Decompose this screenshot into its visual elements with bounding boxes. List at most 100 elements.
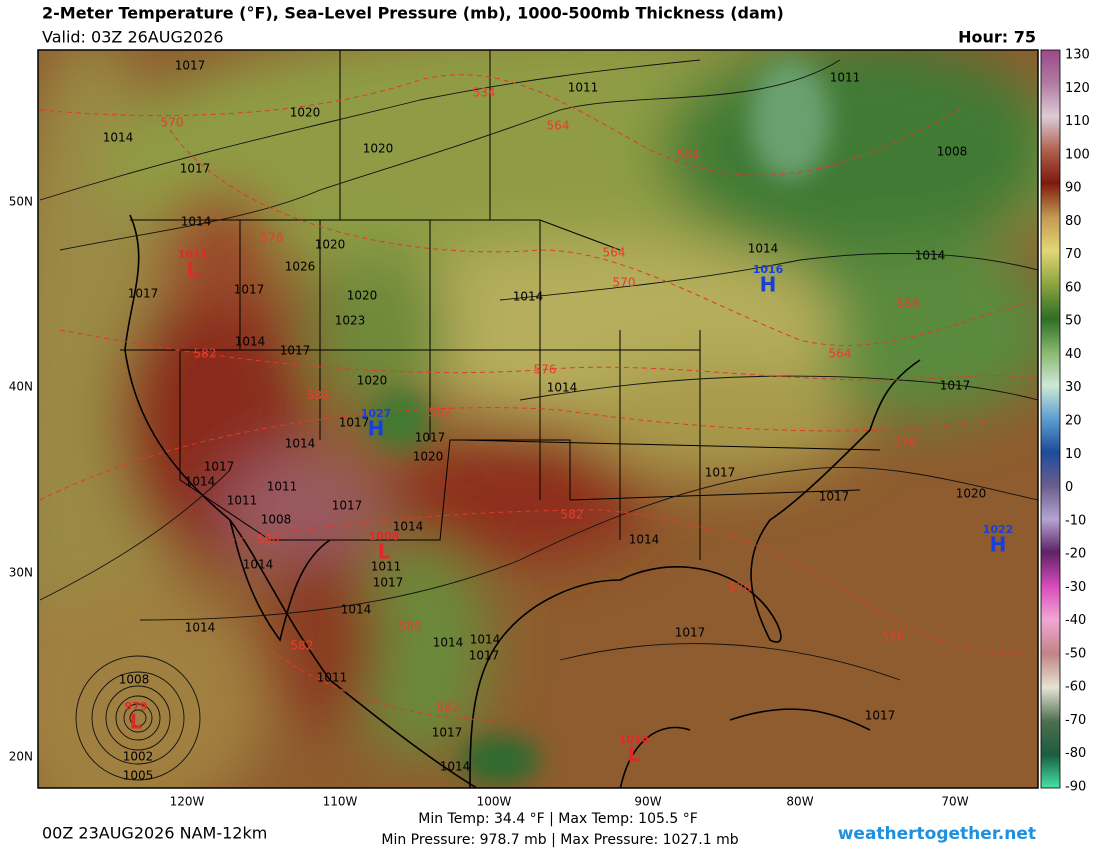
colorbar-tick-label: -50 [1065,646,1086,661]
isobar-label: 1017 [234,283,265,297]
lon-label: 110W [323,795,358,809]
lon-label: 90W [634,795,661,809]
lat-label: 20N [9,750,33,764]
isobar-label: 1017 [675,626,706,640]
isobar-label: 1014 [748,242,779,256]
isobar-label: 1014 [440,760,471,774]
isobar-label: 1017 [180,162,211,176]
isobar-label: 1014 [185,475,216,489]
colorbar-ticks: 1301201101009080706050403020100-10-20-30… [1065,48,1090,795]
isobar-label: 1014 [513,290,544,304]
colorbar-tick-label: 80 [1065,214,1082,229]
lon-label: 70W [941,795,968,809]
isobar-label: 1017 [940,379,971,393]
center-symbol: H [368,417,385,441]
thickness-label: 576 [882,630,905,644]
isobar-label: 1020 [357,374,388,388]
isobar-label: 1020 [363,142,394,156]
model-run: 00Z 23AUG2026 NAM-12km [42,824,267,843]
thickness-label: 588 [307,389,330,403]
thickness-contours [39,74,1038,721]
colorbar [1040,49,1061,789]
thickness-label: 558 [897,297,920,311]
colorbar-tick-label: 40 [1065,347,1082,362]
isobar-label: 1017 [432,726,463,740]
thickness-label: 582 [194,347,217,361]
isobar-label: 1008 [261,513,292,527]
colorbar-tick-label: 120 [1065,81,1090,96]
thickness-label: 564 [829,347,852,361]
isobar-label: 1011 [317,671,348,685]
isobar-label: 1011 [830,71,861,85]
thickness-label: 588 [257,533,280,547]
isobar-label: 1008 [937,145,968,159]
colorbar-tick-label: -90 [1065,780,1086,795]
isobar-label: 1017 [175,59,206,73]
isobar-label: 1017 [128,287,159,301]
thickness-label: 534 [473,86,496,100]
center-pressure: 1008 [369,530,400,543]
coastline [124,214,921,788]
isobar-label: 1011 [227,494,258,508]
temp-range: Min Temp: 34.4 °F | Max Temp: 105.5 °F [418,811,698,827]
colorbar-tick-label: 90 [1065,181,1082,196]
thickness-label: 588 [399,620,422,634]
map-title: 2-Meter Temperature (°F), Sea-Level Pres… [42,4,784,23]
axis-labels: 50N 40N 30N 20N 120W 110W 100W 90W 80W 70W [9,195,969,809]
center-pressure: 1011 [178,248,209,261]
colorbar-tick-label: 10 [1065,447,1082,462]
colorbar-tick-label: 100 [1065,147,1090,162]
map-labels: 1017 1011 1011 1020 1014 1020 1008 1017 1014 1020… [103,59,1014,783]
thickness-label: 570 [894,436,917,450]
isobar-label: 1014 [433,636,464,650]
isobar-label: 1026 [285,260,316,274]
isobars [39,59,1038,781]
center-pressure: 1014 [619,733,650,746]
isobar-label: 1017 [469,649,500,663]
isobar-label: 1020 [956,487,987,501]
colorbar-tick-label: -80 [1065,746,1086,761]
colorbar-tick-label: 60 [1065,280,1082,295]
thickness-label: 582 [437,701,460,715]
map-frame [37,49,1039,789]
isobar-label: 1020 [290,106,321,120]
isobar-label: 1014 [547,381,578,395]
colorbar-tick-label: 30 [1065,380,1082,395]
pressure-range: Min Pressure: 978.7 mb | Max Pressure: 1… [381,832,738,848]
colorbar-tick-label: -40 [1065,613,1086,628]
forecast-hour: Hour: 75 [958,28,1036,47]
isobar-label: 1014 [393,520,424,534]
thickness-label: 582 [561,508,584,522]
center-symbol: L [130,710,143,734]
center-pressure: 979 [125,700,148,713]
colorbar-tick-label: 110 [1065,114,1090,129]
isobar-label: 1008 [119,673,150,687]
center-symbol: L [628,743,641,767]
isobar-label: 1017 [865,709,896,723]
thickness-label: 570 [613,276,636,290]
center-symbol: H [990,533,1007,557]
colorbar-tick-label: 0 [1065,480,1073,495]
lat-label: 40N [9,380,33,394]
colorbar-tick-label: -30 [1065,580,1086,595]
colorbar-tick-label: 20 [1065,414,1082,429]
lon-label: 100W [477,795,512,809]
isobar-label: 1014 [243,558,274,572]
isobar-label: 1011 [267,480,298,494]
isobar-label: 1017 [332,499,363,513]
state-borders [120,50,881,560]
center-symbol: L [187,258,200,282]
isobar-label: 1014 [103,131,134,145]
isobar-label: 1002 [123,750,154,764]
thickness-label: 564 [547,119,570,133]
isobar-label: 1017 [819,490,850,504]
isobar-label: 1020 [315,238,346,252]
isobar-label: 1014 [185,621,216,635]
isobar-label: 1017 [339,416,370,430]
isobar-label: 1020 [347,289,378,303]
isobar-label: 1017 [373,576,404,590]
colorbar-tick-label: 130 [1065,48,1090,63]
isobar-label: 1014 [235,335,266,349]
isobar-label: 1017 [280,344,311,358]
